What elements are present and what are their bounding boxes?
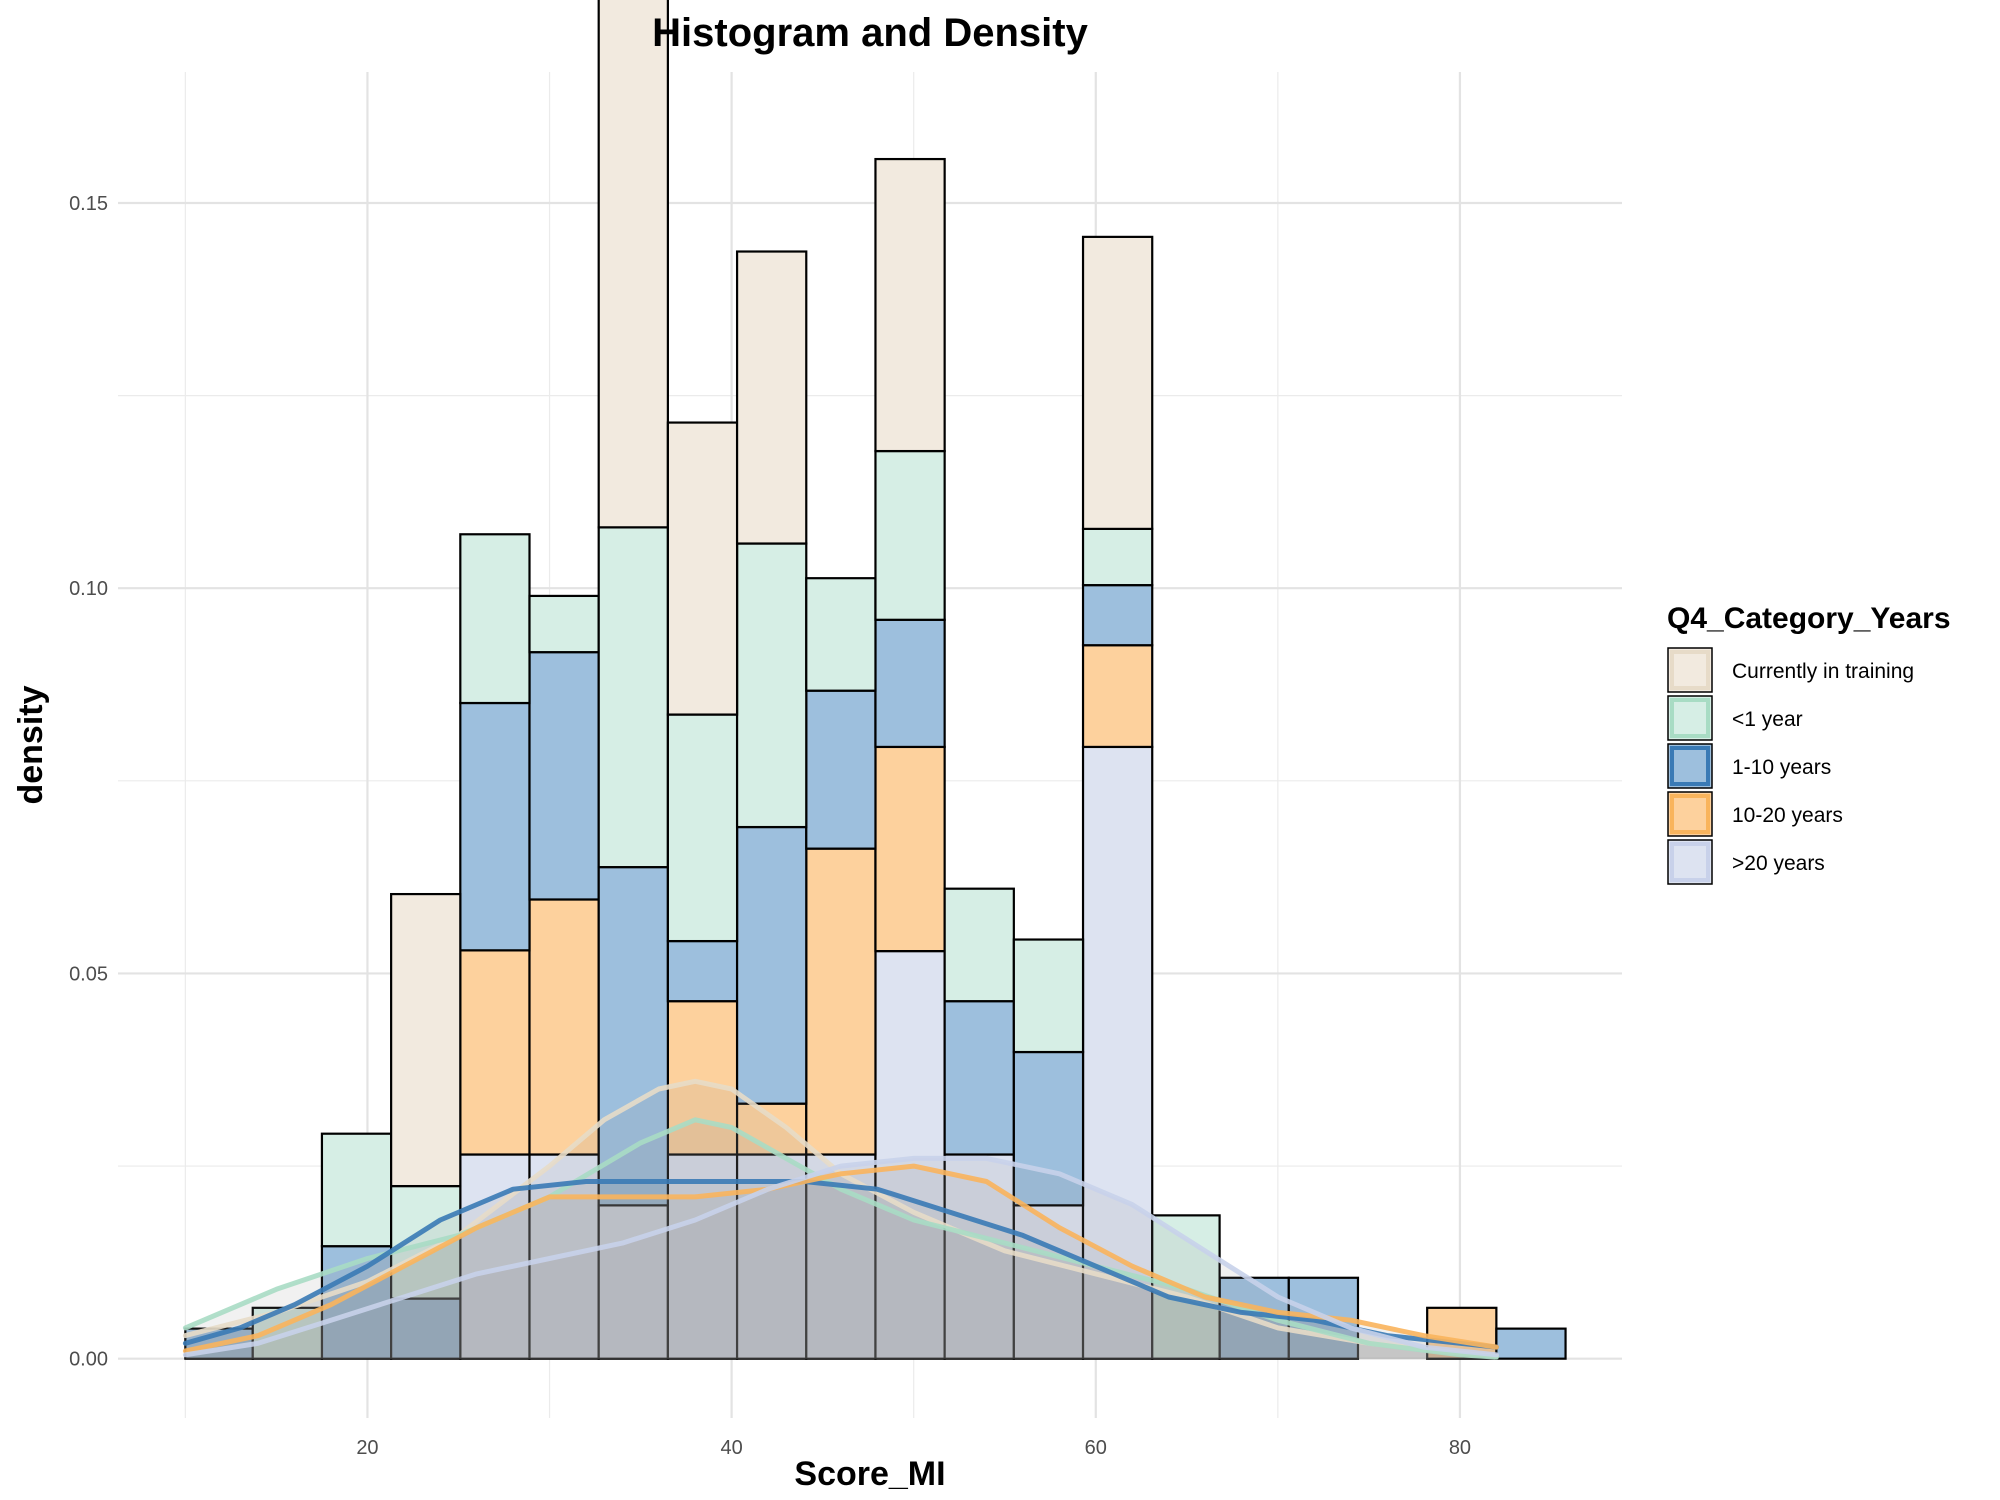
y-tick-label-2: 0.10 [69,578,108,600]
bar-4-10 [874,157,946,453]
density-line-3 [182,1163,1499,1354]
bar-2-4 [459,701,531,952]
bar-2-10 [874,618,946,749]
legend-swatch-line-1 [1670,698,1710,738]
density-layer [182,1078,1499,1360]
density-area-2 [185,1181,1497,1359]
bar-2-8 [735,825,808,1105]
density-line-4 [182,1155,1499,1358]
bar-3-2 [320,1132,393,1248]
bar-4-6 [597,0,669,529]
bar-2-19 [1495,1327,1567,1360]
bar-4-8 [735,250,808,545]
bar-2-13 [1081,584,1154,647]
bar-3-9 [805,577,877,692]
y-tick-label-3: 0.15 [69,193,108,215]
x-tick-label-0: 20 [356,1437,378,1459]
legend-label-0: Currently in training [1732,660,1914,683]
bar-2-5 [528,651,600,901]
legend-swatch-line-4 [1670,842,1710,882]
bar-3-10 [874,449,946,621]
legend-swatch-line-2 [1670,746,1710,786]
bar-0-7 [666,1153,739,1360]
x-tick-label-3: 80 [1449,1437,1471,1459]
legend-label-1: <1 year [1732,708,1803,731]
bar-1-5 [528,898,600,1156]
bar-1-9 [805,847,877,1156]
x-tick-label-2: 60 [1085,1437,1107,1459]
bar-2-11 [943,1000,1015,1156]
legend-items: Currently in training <1 year 1-10 years 10… [1667,647,1914,885]
bar-3-7 [666,713,739,943]
bar-3-11 [943,887,1015,1003]
x-axis-title: Score_MI [794,1455,945,1493]
density-area-4 [185,1158,1497,1359]
chart-title: Histogram and Density [652,11,1088,55]
legend-swatch-line-3 [1670,794,1710,834]
legend-label-3: 10-20 years [1732,804,1843,827]
bar-1-4 [459,949,531,1156]
bar-3-13 [1081,527,1154,587]
y-axis-title: density [12,685,50,804]
bar-4-3 [390,892,462,1188]
legend-label-4: >20 years [1732,852,1825,875]
bar-4-7 [666,421,739,716]
y-tick-label-1: 0.05 [69,963,108,985]
density-line-2 [182,1179,1499,1350]
bar-1-10 [874,745,946,953]
bar-2-7 [666,939,739,1003]
bar-2-3 [390,1297,462,1360]
legend-title: Q4_Category_Years [1667,602,1951,635]
bar-3-12 [1012,938,1085,1054]
y-tick-label-0: 0.00 [69,1349,108,1371]
density-area-0 [185,1081,1497,1359]
bar-3-8 [735,542,808,829]
bar-2-9 [805,689,877,850]
legend-label-2: 1-10 years [1732,756,1831,779]
bar-3-6 [597,526,669,869]
bar-3-5 [528,594,600,654]
legend-swatch-line-0 [1670,650,1710,690]
ticks-layer: 20 40 60 80 0.00 0.05 0.10 0.15 [69,193,1471,1459]
legend: Q4_Category_Years Currently in training <… [1667,602,1951,885]
bar-4-13 [1081,235,1154,530]
bar-0-11 [943,1153,1015,1360]
bar-3-4 [459,533,531,705]
x-tick-label-1: 40 [720,1437,742,1459]
bar-1-13 [1081,644,1154,749]
bar-0-12 [1012,1204,1085,1360]
